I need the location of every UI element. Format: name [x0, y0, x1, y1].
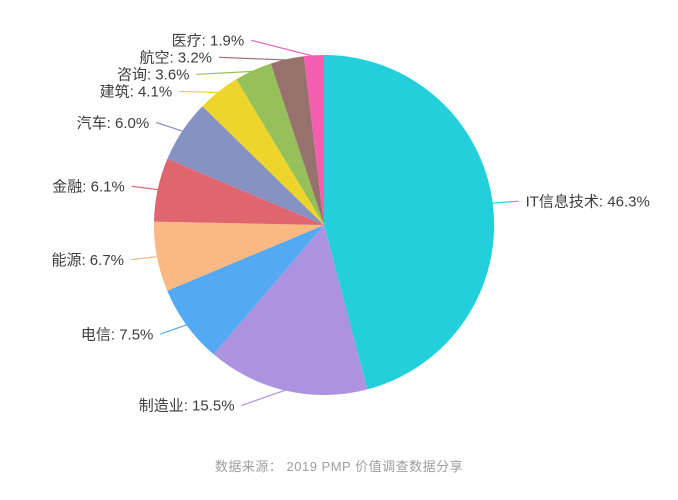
pie-slice[interactable]	[324, 54, 495, 390]
slice-label: 建筑: 4.1%	[100, 84, 173, 101]
data-source-caption: 数据来源： 2019 PMP 价值调查数据分享	[214, 459, 464, 474]
pie-slice[interactable]	[154, 158, 324, 225]
label-leader-line	[251, 39, 315, 57]
pie-slice[interactable]	[167, 106, 324, 225]
pie-slice[interactable]	[236, 63, 324, 226]
label-leader-line	[491, 200, 519, 204]
pie-slice[interactable]	[270, 56, 324, 226]
label-leader-line	[160, 324, 188, 335]
pie-slice[interactable]	[167, 225, 324, 355]
pie-slice[interactable]	[153, 221, 324, 291]
slice-label: 咨询: 3.6%	[117, 67, 190, 84]
label-leader-line	[130, 256, 159, 261]
pie-slice[interactable]	[303, 55, 324, 225]
label-leader-line	[196, 70, 254, 75]
slice-label: 航空: 3.2%	[139, 50, 212, 67]
label-leader-line	[218, 56, 288, 61]
label-leader-line	[179, 90, 220, 94]
label-leader-line	[156, 121, 184, 132]
slice-label: 医疗: 1.9%	[172, 33, 245, 50]
pie-slice[interactable]	[213, 225, 368, 396]
label-leader-line	[241, 389, 287, 406]
slice-label: 电信: 7.5%	[81, 326, 154, 343]
slice-label: 制造业: 15.5%	[139, 398, 235, 415]
slice-label: 能源: 6.7%	[51, 252, 124, 269]
slice-label: 汽车: 6.0%	[77, 115, 150, 132]
label-leader-line	[131, 185, 159, 191]
slice-label: 金融: 6.1%	[52, 179, 125, 196]
slice-label: IT信息技术: 46.3%	[526, 193, 650, 210]
pie-slice[interactable]	[202, 79, 324, 225]
